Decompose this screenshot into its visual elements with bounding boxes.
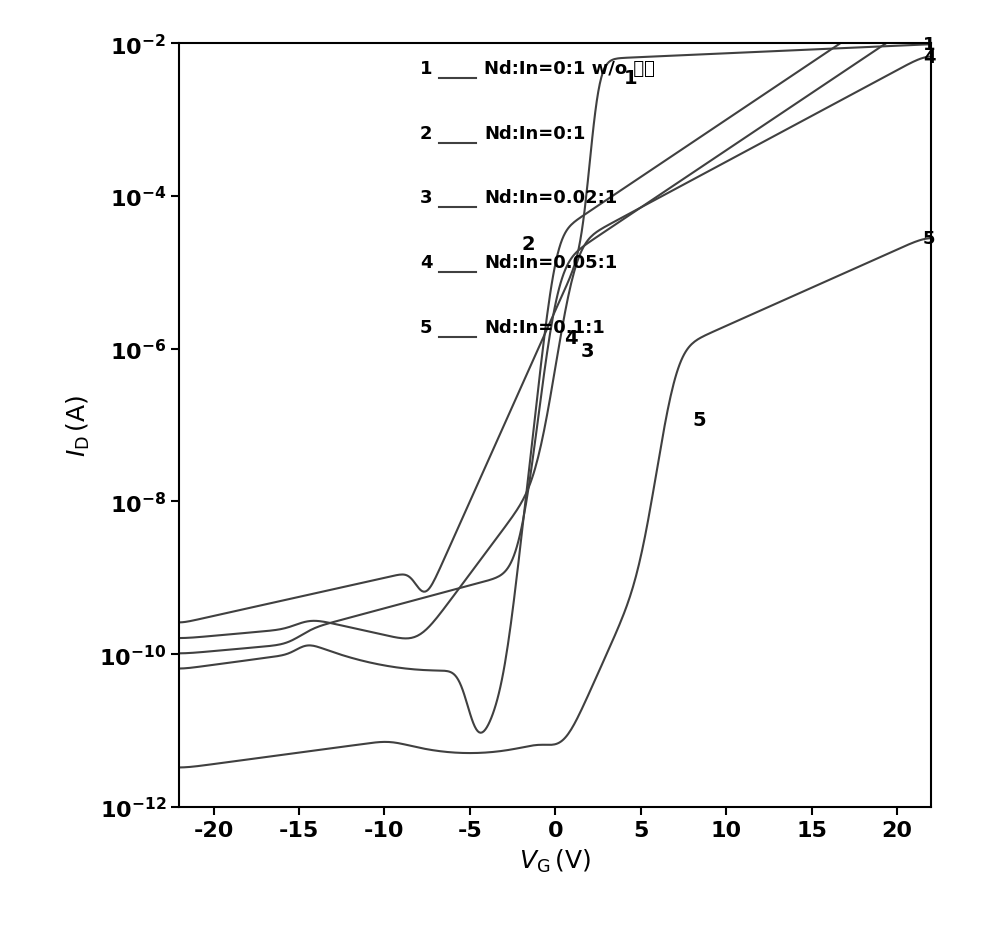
Text: Nd:In=0.05:1: Nd:In=0.05:1: [484, 254, 617, 272]
Text: Nd:In=0:1: Nd:In=0:1: [484, 124, 585, 142]
Text: 5: 5: [923, 230, 935, 248]
Text: Nd:In=0.1:1: Nd:In=0.1:1: [484, 319, 605, 337]
Text: 2: 2: [0, 935, 1, 936]
Text: 1: 1: [923, 37, 935, 54]
Y-axis label: $\mathit{I}_{\mathrm{D}}\,(\mathrm{A})$: $\mathit{I}_{\mathrm{D}}\,(\mathrm{A})$: [65, 395, 92, 457]
Text: Nd:In=0:1 w/o 模式: Nd:In=0:1 w/o 模式: [484, 60, 655, 78]
Text: 5: 5: [692, 411, 706, 430]
Text: 3: 3: [581, 342, 594, 360]
X-axis label: $\mathit{V}_{\mathrm{G}}\,(\mathrm{V})$: $\mathit{V}_{\mathrm{G}}\,(\mathrm{V})$: [519, 847, 591, 874]
Text: 4: 4: [564, 329, 578, 347]
Text: 1: 1: [624, 69, 637, 88]
Text: 4: 4: [420, 254, 433, 272]
Text: Nd:In=0.02:1: Nd:In=0.02:1: [484, 189, 617, 207]
Text: 4: 4: [923, 49, 935, 66]
Text: 2: 2: [521, 235, 535, 255]
Text: 3: 3: [0, 935, 1, 936]
Text: 5: 5: [420, 319, 433, 337]
Text: 2: 2: [420, 124, 433, 142]
Text: 1: 1: [420, 60, 433, 78]
Text: 3: 3: [420, 189, 433, 207]
